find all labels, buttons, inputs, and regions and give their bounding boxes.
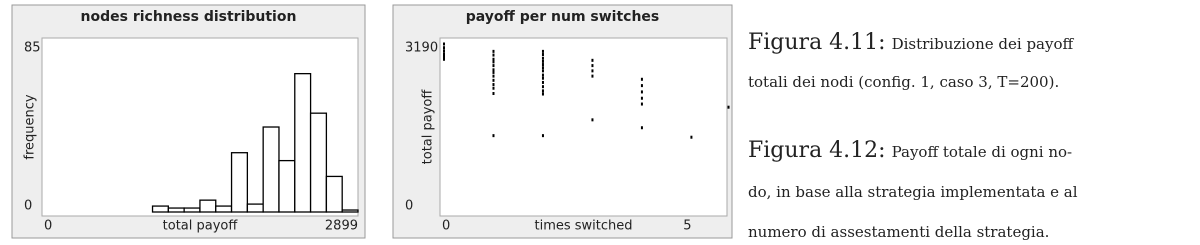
caption-line: Distribuzione dei payoff xyxy=(891,35,1074,53)
chart-title: payoff per num switches xyxy=(466,9,660,25)
bar xyxy=(246,203,264,213)
x-tick-label: 5 xyxy=(683,219,691,234)
bar xyxy=(262,126,280,213)
point xyxy=(443,46,445,50)
point xyxy=(492,78,495,82)
bar xyxy=(167,207,185,213)
caption-label: Figura 4.11: xyxy=(748,30,886,55)
point xyxy=(492,134,495,138)
bar xyxy=(325,175,343,213)
x-tick-label: 2899 xyxy=(325,219,358,234)
point xyxy=(640,90,643,94)
point xyxy=(591,58,594,62)
point xyxy=(541,85,544,89)
caption: Figura 4.12: Payoff totale di ogni no- xyxy=(748,138,1072,163)
plot-area xyxy=(439,37,728,217)
point xyxy=(492,74,495,78)
point xyxy=(541,66,544,70)
charts: nodes richness distribution 0 85 0 2899 total… xyxy=(11,4,733,239)
point xyxy=(492,57,495,61)
point xyxy=(492,64,495,68)
point xyxy=(640,77,643,81)
point xyxy=(541,76,544,80)
point xyxy=(443,55,445,59)
point xyxy=(443,57,445,61)
bar xyxy=(151,205,169,213)
point xyxy=(541,59,544,63)
x-tick-label: 0 xyxy=(442,219,450,234)
bar xyxy=(309,112,328,213)
point xyxy=(443,49,445,53)
y-axis-label: total payoff xyxy=(421,89,436,165)
bar xyxy=(341,209,359,213)
point xyxy=(591,74,594,78)
bar xyxy=(278,159,296,213)
caption-line: numero di assestamenti della strategia. xyxy=(748,223,1050,241)
point xyxy=(492,83,495,87)
caption-line: Payoff totale di ogni no- xyxy=(891,143,1073,161)
point xyxy=(640,126,643,130)
point xyxy=(492,92,495,96)
point xyxy=(541,56,544,60)
y-tick-label: 0 xyxy=(24,199,32,214)
caption: Figura 4.11: Distribuzione dei payoff xyxy=(748,30,1073,55)
point xyxy=(541,69,544,73)
y-tick-label: 0 xyxy=(405,199,413,214)
bar xyxy=(199,199,217,213)
point xyxy=(443,52,445,56)
point xyxy=(690,135,693,139)
point xyxy=(492,60,495,64)
caption-line: totali dei nodi (config. 1, caso 3, T=20… xyxy=(748,73,1060,91)
point xyxy=(541,73,544,77)
point xyxy=(640,96,643,100)
y-axis-label: frequency xyxy=(23,94,38,160)
point xyxy=(591,118,594,122)
point xyxy=(727,105,730,109)
point xyxy=(591,69,594,73)
caption-label: Figura 4.12: xyxy=(748,138,886,163)
chart-title: nodes richness distribution xyxy=(81,9,297,25)
point xyxy=(640,102,643,106)
bar xyxy=(294,72,312,213)
bar xyxy=(230,152,249,213)
point xyxy=(492,53,495,57)
point xyxy=(640,84,643,88)
point xyxy=(541,80,544,84)
point xyxy=(541,63,544,67)
x-tick-label: 0 xyxy=(44,219,52,234)
y-tick-label: 3190 xyxy=(405,41,438,56)
bar xyxy=(183,207,201,213)
point xyxy=(492,70,495,74)
point xyxy=(591,64,594,68)
point xyxy=(492,49,495,53)
x-axis-label: total payoff xyxy=(163,219,239,234)
y-tick-label: 85 xyxy=(24,41,41,56)
point xyxy=(492,68,495,72)
point xyxy=(541,134,544,138)
bar xyxy=(215,205,233,213)
point xyxy=(541,53,544,57)
point xyxy=(541,92,544,96)
caption-line: do, in base alla strategia implementata … xyxy=(748,183,1078,201)
point xyxy=(492,86,495,90)
point xyxy=(541,49,544,53)
point xyxy=(541,89,544,93)
x-axis-label: times switched xyxy=(534,219,632,234)
point xyxy=(443,42,445,46)
